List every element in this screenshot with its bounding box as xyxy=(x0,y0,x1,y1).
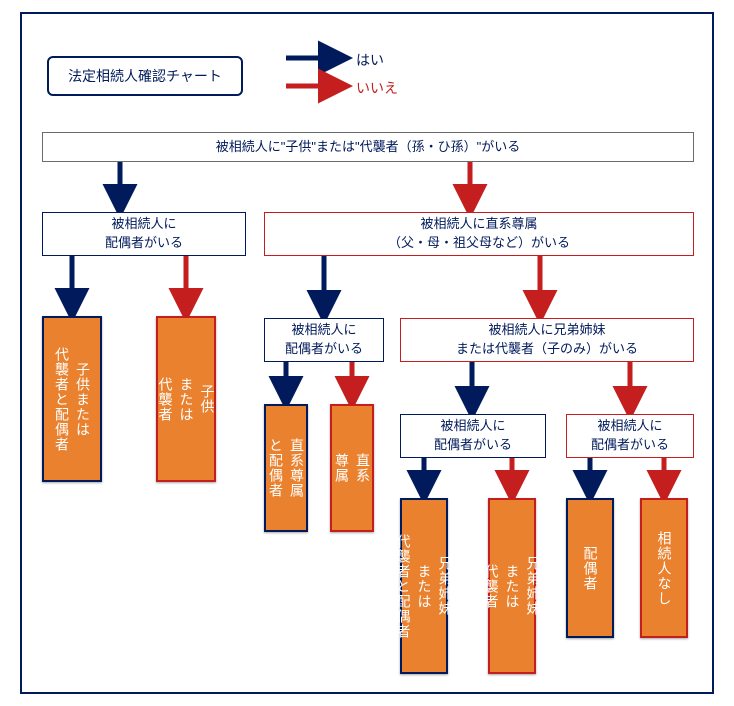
nodes-layer: 被相続人に"子供"または"代襲者（孫・ひ孫）"がいる被相続人に配偶者がいる被相続… xyxy=(0,0,734,706)
question-q3b: 被相続人に兄弟姉妹または代襲者（子のみ）がいる xyxy=(400,318,694,362)
flowchart-frame: 法定相続人確認チャート はい いいえ 被相続人に"子供"または"代襲者（孫・ひ孫… xyxy=(0,0,734,706)
question-q3a: 被相続人に配偶者がいる xyxy=(264,318,384,362)
node-label: 配偶者 xyxy=(580,546,601,591)
outcome-o7: 配偶者 xyxy=(566,498,614,638)
outcome-o2: 子供または代襲者 xyxy=(156,316,216,482)
question-q2a: 被相続人に配偶者がいる xyxy=(42,212,246,256)
node-label: 被相続人に配偶者がいる xyxy=(105,215,183,253)
question-q4b: 被相続人に配偶者がいる xyxy=(566,414,694,458)
node-label: 直系尊属と配偶者 xyxy=(265,438,307,498)
question-q2b: 被相続人に直系尊属（父・母・祖父母など）がいる xyxy=(264,212,694,256)
node-label: 被相続人に兄弟姉妹または代襲者（子のみ）がいる xyxy=(456,321,638,359)
node-label: 子供または代襲者と配偶者 xyxy=(51,347,93,452)
node-label: 兄弟姉妹または代襲者 xyxy=(481,556,544,616)
node-label: 被相続人に配偶者がいる xyxy=(591,417,669,455)
outcome-o4: 直系尊属 xyxy=(330,404,374,532)
outcome-o3: 直系尊属と配偶者 xyxy=(264,404,308,532)
node-label: 子供または代襲者 xyxy=(155,377,218,422)
node-label: 相続人なし xyxy=(654,531,675,606)
node-label: 被相続人に"子供"または"代襲者（孫・ひ孫）"がいる xyxy=(216,138,520,157)
outcome-o5: 兄弟姉妹または代襲者と配偶者 xyxy=(400,498,448,674)
node-label: 被相続人に直系尊属（父・母・祖父母など）がいる xyxy=(388,215,570,253)
node-label: 被相続人に配偶者がいる xyxy=(434,417,512,455)
node-label: 直系尊属 xyxy=(331,453,373,483)
question-q4a: 被相続人に配偶者がいる xyxy=(400,414,546,458)
outcome-o1: 子供または代襲者と配偶者 xyxy=(42,316,102,482)
outcome-o6: 兄弟姉妹または代襲者 xyxy=(488,498,536,674)
node-label: 兄弟姉妹または代襲者と配偶者 xyxy=(393,534,456,639)
question-q1: 被相続人に"子供"または"代襲者（孫・ひ孫）"がいる xyxy=(42,132,694,162)
outcome-o8: 相続人なし xyxy=(640,498,688,638)
node-label: 被相続人に配偶者がいる xyxy=(285,321,363,359)
